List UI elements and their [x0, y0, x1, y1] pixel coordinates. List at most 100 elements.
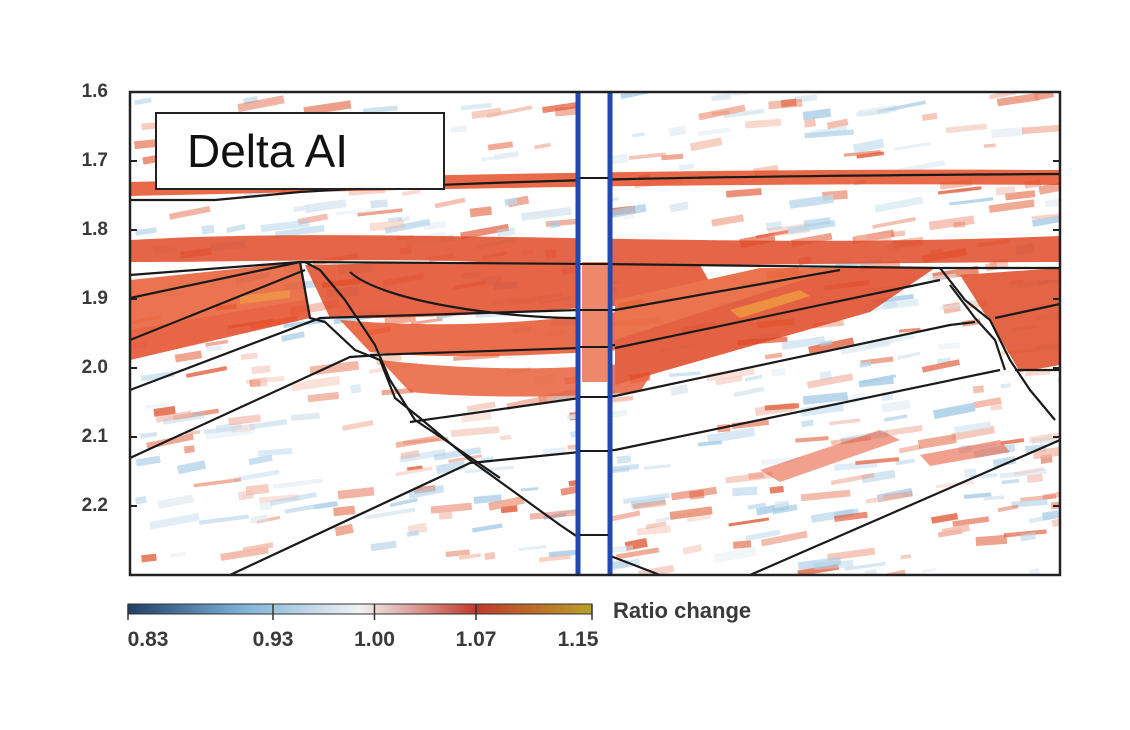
speckle-cell	[781, 336, 826, 350]
speckle-cell	[883, 414, 908, 422]
speckle-cell	[1057, 371, 1060, 383]
horizon-line	[749, 438, 1060, 575]
speckle-cell	[789, 194, 835, 209]
speckle-cell	[274, 224, 325, 239]
speckle-cell	[448, 454, 483, 464]
speckle-cell	[135, 227, 157, 236]
speckle-cell	[951, 425, 996, 441]
speckle-cell	[928, 215, 975, 231]
speckle-cell	[725, 188, 762, 198]
speckle-cell	[945, 123, 988, 134]
speckle-cell	[865, 493, 903, 504]
speckle-cell	[975, 534, 1008, 547]
speckle-cell	[205, 339, 229, 347]
speckle-cell	[406, 465, 423, 471]
speckle-cell	[894, 142, 931, 151]
speckle-cell	[707, 427, 756, 444]
speckle-cell	[243, 95, 259, 105]
speckle-cell	[983, 143, 996, 148]
speckle-cell	[723, 108, 765, 119]
speckle-cell	[365, 507, 416, 520]
speckle-cell	[630, 496, 666, 509]
y-tick-label: 1.8	[81, 219, 108, 240]
speckle-cell	[336, 208, 377, 216]
speckle-cell	[281, 331, 305, 342]
speckle-cell	[251, 377, 268, 388]
colorbar-tick-label: 1.15	[557, 628, 599, 651]
speckle-cell	[199, 514, 250, 525]
speckle-cell	[1011, 498, 1048, 508]
speckle-cell	[604, 463, 640, 473]
speckle-cell	[193, 477, 242, 488]
speckle-cell	[705, 366, 755, 382]
speckle-cell	[963, 492, 992, 499]
y-tick-label: 2.2	[81, 495, 108, 516]
speckle-cell	[226, 224, 246, 233]
speckle-cell	[771, 368, 786, 377]
speckle-cell	[174, 350, 203, 363]
speckle-cell	[623, 492, 670, 504]
speckle-cell	[307, 391, 340, 403]
speckle-cell	[233, 469, 280, 482]
speckle-cell	[803, 217, 831, 228]
speckle-cell	[855, 457, 900, 466]
chart-title-box: Delta AI	[155, 112, 445, 190]
speckle-cell	[748, 471, 765, 480]
speckle-cell	[499, 434, 512, 441]
speckle-cell	[895, 458, 915, 466]
speckle-cell	[450, 426, 500, 437]
horizon-line	[130, 268, 306, 342]
speckle-cell	[769, 485, 785, 494]
speckle-cell	[833, 511, 868, 523]
speckle-cell	[921, 359, 960, 373]
speckle-cell	[237, 490, 254, 501]
colorbar-tick-marks	[127, 604, 593, 620]
speckle-cell	[241, 493, 256, 500]
speckle-cell	[549, 220, 561, 229]
anomaly-band	[730, 290, 810, 318]
speckle-cell	[471, 107, 502, 119]
speckle-cell	[697, 127, 731, 137]
speckle-cell	[438, 510, 453, 520]
speckle-cell	[670, 384, 689, 396]
speckle-cell	[184, 430, 201, 436]
speckle-cell	[881, 399, 911, 413]
speckle-cell	[605, 558, 641, 572]
speckle-cell	[141, 553, 157, 563]
y-tick-label: 1.7	[81, 150, 108, 171]
speckle-cell	[941, 523, 971, 537]
horizon-line	[130, 260, 301, 300]
speckle-cell	[1000, 383, 1012, 389]
speckle-cell	[473, 494, 502, 504]
speckle-cell	[1001, 478, 1020, 485]
y-tick-label: 1.6	[81, 81, 108, 102]
speckle-cell	[883, 424, 923, 437]
speckle-cell	[632, 499, 667, 510]
speckle-cell	[938, 342, 961, 350]
speckle-cell	[1013, 466, 1045, 477]
speckle-cell	[1031, 215, 1060, 227]
speckle-cell	[185, 366, 228, 378]
speckle-cell	[341, 419, 374, 432]
speckle-cell	[937, 186, 982, 195]
speckle-cell	[521, 487, 539, 492]
speckle-cell	[1025, 369, 1051, 377]
speckle-cell	[802, 391, 849, 405]
speckle-cell	[1042, 489, 1060, 501]
speckle-cell	[237, 95, 285, 113]
speckle-cell	[521, 206, 572, 221]
speckle-cell	[183, 445, 195, 454]
speckle-cell	[795, 436, 829, 443]
speckle-cell	[240, 352, 258, 361]
anomaly-band	[960, 268, 1060, 372]
speckle-cell	[290, 375, 341, 392]
speckle-cell	[399, 448, 447, 463]
y-tick-marks	[130, 91, 1060, 507]
speckle-cell	[780, 98, 797, 108]
speckle-cell	[258, 494, 300, 504]
speckle-cell	[859, 361, 872, 368]
speckle-cell	[135, 496, 147, 505]
speckle-cell	[917, 434, 957, 450]
fault-line	[298, 261, 661, 575]
speckle-cell	[1020, 532, 1037, 542]
